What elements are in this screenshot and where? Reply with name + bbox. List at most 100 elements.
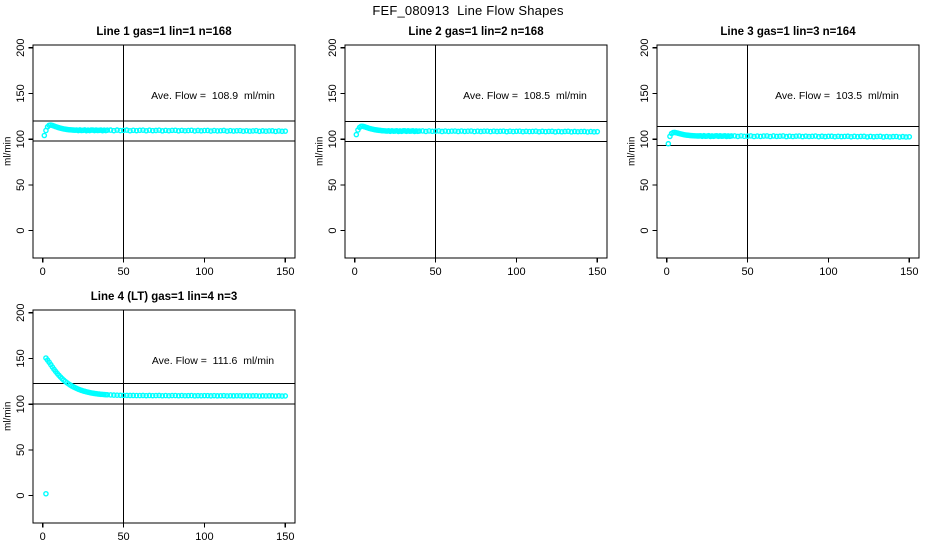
data-point bbox=[201, 392, 208, 399]
data-point bbox=[233, 392, 240, 399]
y-tick-label: 200 bbox=[15, 39, 27, 57]
data-point bbox=[812, 133, 819, 139]
data-point bbox=[227, 392, 234, 399]
data-point bbox=[114, 392, 120, 398]
data-point bbox=[452, 128, 458, 134]
data-point bbox=[439, 128, 445, 135]
data-point bbox=[198, 128, 204, 134]
y-tick-label: 100 bbox=[327, 130, 339, 148]
data-point bbox=[230, 393, 237, 399]
data-point bbox=[208, 128, 214, 134]
data-point bbox=[111, 392, 117, 398]
data-point bbox=[156, 127, 162, 133]
data-point bbox=[253, 127, 259, 134]
data-point bbox=[786, 133, 793, 139]
data-point bbox=[484, 128, 491, 134]
data-point bbox=[448, 128, 455, 134]
data-point bbox=[195, 392, 201, 399]
data-point bbox=[43, 490, 49, 497]
y-tick-label: 100 bbox=[15, 395, 27, 413]
data-point bbox=[857, 133, 864, 140]
plot-area-line-1: 0 50 100 150 0 50 100 150 200 bbox=[15, 39, 296, 278]
data-point bbox=[503, 128, 510, 135]
data-point bbox=[185, 127, 192, 134]
data-point bbox=[445, 128, 452, 135]
data-point bbox=[140, 127, 146, 133]
data-point bbox=[777, 133, 783, 140]
data-point bbox=[246, 393, 253, 399]
data-point bbox=[259, 128, 266, 134]
data-point bbox=[520, 128, 526, 135]
ave-flow-label: Ave. Flow = 103.5 ml/min bbox=[775, 90, 899, 102]
data-point bbox=[848, 133, 854, 140]
data-point bbox=[149, 127, 156, 134]
data-point bbox=[107, 127, 114, 133]
y-tick-label: 200 bbox=[15, 304, 27, 322]
data-point bbox=[272, 128, 279, 135]
x-tick-label: 150 bbox=[900, 266, 918, 278]
y-tick-label: 50 bbox=[639, 179, 651, 191]
data-point bbox=[111, 127, 117, 134]
data-point bbox=[575, 128, 581, 135]
data-point bbox=[169, 392, 175, 399]
x-tick-label: 100 bbox=[819, 266, 837, 278]
data-point bbox=[458, 128, 465, 134]
data-point bbox=[159, 128, 166, 134]
data-point bbox=[269, 128, 276, 134]
data-point bbox=[269, 393, 276, 399]
data-point bbox=[838, 133, 845, 140]
data-point bbox=[738, 133, 744, 139]
data-point bbox=[172, 392, 179, 399]
data-point bbox=[175, 128, 182, 134]
data-point bbox=[748, 133, 754, 139]
plot-border bbox=[32, 309, 296, 524]
data-point bbox=[243, 392, 250, 399]
data-point bbox=[828, 133, 835, 140]
data-point bbox=[545, 128, 552, 135]
data-point bbox=[780, 133, 786, 139]
y-tick-label: 150 bbox=[15, 349, 27, 367]
y-tick-label: 150 bbox=[327, 84, 339, 102]
ave-flow-label: Ave. Flow = 108.9 ml/min bbox=[151, 90, 275, 102]
data-point bbox=[903, 134, 909, 140]
data-point bbox=[767, 133, 774, 140]
data-point bbox=[526, 128, 533, 135]
data-point bbox=[201, 127, 208, 134]
data-point bbox=[854, 133, 861, 140]
data-point bbox=[221, 392, 227, 399]
data-point bbox=[770, 133, 777, 139]
data-point bbox=[253, 392, 259, 399]
y-tick-label: 150 bbox=[15, 84, 27, 102]
x-tick-label: 100 bbox=[195, 266, 213, 278]
data-point bbox=[188, 392, 195, 399]
x-tick-label: 50 bbox=[429, 266, 441, 278]
data-point bbox=[542, 128, 549, 135]
data-point bbox=[510, 128, 516, 135]
data-point bbox=[825, 133, 832, 140]
data-point bbox=[581, 128, 588, 135]
ave-flow-label: Ave. Flow = 108.5 ml/min bbox=[463, 90, 587, 102]
data-point bbox=[796, 133, 803, 139]
data-point bbox=[133, 392, 140, 399]
y-tick-label: 100 bbox=[15, 130, 27, 148]
data-point bbox=[211, 392, 217, 399]
data-point bbox=[149, 392, 156, 399]
data-point bbox=[266, 128, 272, 134]
data-point bbox=[744, 133, 751, 139]
data-point bbox=[822, 133, 828, 140]
data-point bbox=[864, 134, 871, 140]
data-point bbox=[256, 128, 263, 135]
data-point bbox=[584, 129, 591, 135]
data-point bbox=[861, 133, 867, 140]
data-point bbox=[136, 127, 143, 134]
x-tick-label: 0 bbox=[40, 531, 46, 543]
data-point bbox=[529, 128, 536, 135]
data-point bbox=[272, 393, 279, 399]
data-point bbox=[195, 127, 201, 134]
data-point bbox=[175, 392, 182, 399]
data-point bbox=[487, 128, 494, 135]
data-point bbox=[773, 133, 780, 140]
data-point bbox=[731, 133, 738, 139]
x-tick-label: 50 bbox=[741, 266, 753, 278]
y-tick-label: 100 bbox=[639, 130, 651, 148]
